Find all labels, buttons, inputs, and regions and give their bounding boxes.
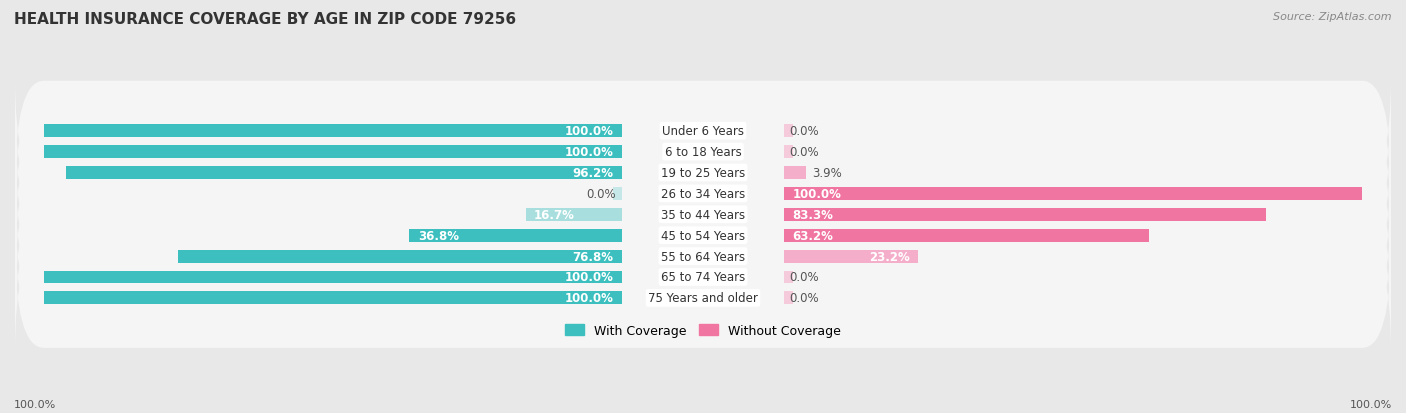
Text: 3.9%: 3.9% bbox=[813, 166, 842, 180]
Text: Under 6 Years: Under 6 Years bbox=[662, 125, 744, 138]
Text: 35 to 44 Years: 35 to 44 Years bbox=[661, 208, 745, 221]
Bar bbox=[66, 166, 621, 180]
Bar bbox=[785, 188, 1362, 200]
Bar bbox=[409, 229, 621, 242]
FancyBboxPatch shape bbox=[15, 202, 1391, 311]
Bar bbox=[44, 125, 621, 138]
Text: 0.0%: 0.0% bbox=[790, 146, 820, 159]
Text: 0.0%: 0.0% bbox=[790, 292, 820, 305]
Text: 100.0%: 100.0% bbox=[565, 271, 613, 284]
Text: 100.0%: 100.0% bbox=[793, 188, 841, 200]
Bar bbox=[44, 146, 621, 159]
Text: 0.0%: 0.0% bbox=[790, 271, 820, 284]
Text: 19 to 25 Years: 19 to 25 Years bbox=[661, 166, 745, 180]
Text: 6 to 18 Years: 6 to 18 Years bbox=[665, 146, 741, 159]
Text: 96.2%: 96.2% bbox=[572, 166, 613, 180]
Text: 63.2%: 63.2% bbox=[793, 229, 834, 242]
Bar bbox=[785, 292, 793, 305]
Bar bbox=[526, 208, 621, 221]
Bar bbox=[785, 146, 793, 159]
Text: 45 to 54 Years: 45 to 54 Years bbox=[661, 229, 745, 242]
FancyBboxPatch shape bbox=[15, 244, 1391, 353]
Text: 55 to 64 Years: 55 to 64 Years bbox=[661, 250, 745, 263]
Bar bbox=[179, 250, 621, 263]
Bar bbox=[44, 271, 621, 284]
Bar bbox=[44, 292, 621, 305]
Text: 65 to 74 Years: 65 to 74 Years bbox=[661, 271, 745, 284]
Bar bbox=[785, 125, 793, 138]
Bar bbox=[785, 208, 1265, 221]
FancyBboxPatch shape bbox=[15, 160, 1391, 269]
Text: 26 to 34 Years: 26 to 34 Years bbox=[661, 188, 745, 200]
Text: 0.0%: 0.0% bbox=[586, 188, 616, 200]
FancyBboxPatch shape bbox=[15, 77, 1391, 186]
Text: 36.8%: 36.8% bbox=[418, 229, 458, 242]
Text: 16.7%: 16.7% bbox=[534, 208, 575, 221]
Bar bbox=[785, 166, 807, 180]
Text: 100.0%: 100.0% bbox=[14, 399, 56, 409]
Text: 75 Years and older: 75 Years and older bbox=[648, 292, 758, 305]
FancyBboxPatch shape bbox=[15, 98, 1391, 206]
Text: 100.0%: 100.0% bbox=[1350, 399, 1392, 409]
Text: 83.3%: 83.3% bbox=[793, 208, 834, 221]
Text: 76.8%: 76.8% bbox=[572, 250, 613, 263]
Text: 0.0%: 0.0% bbox=[790, 125, 820, 138]
Text: Source: ZipAtlas.com: Source: ZipAtlas.com bbox=[1274, 12, 1392, 22]
FancyBboxPatch shape bbox=[15, 140, 1391, 248]
Bar bbox=[785, 271, 793, 284]
Bar bbox=[785, 250, 918, 263]
Text: 100.0%: 100.0% bbox=[565, 125, 613, 138]
Text: 23.2%: 23.2% bbox=[869, 250, 910, 263]
Legend: With Coverage, Without Coverage: With Coverage, Without Coverage bbox=[561, 319, 845, 342]
Bar bbox=[613, 188, 621, 200]
Text: 100.0%: 100.0% bbox=[565, 292, 613, 305]
FancyBboxPatch shape bbox=[15, 181, 1391, 290]
Text: HEALTH INSURANCE COVERAGE BY AGE IN ZIP CODE 79256: HEALTH INSURANCE COVERAGE BY AGE IN ZIP … bbox=[14, 12, 516, 27]
FancyBboxPatch shape bbox=[15, 119, 1391, 228]
Text: 100.0%: 100.0% bbox=[565, 146, 613, 159]
FancyBboxPatch shape bbox=[15, 223, 1391, 332]
Bar bbox=[785, 229, 1149, 242]
